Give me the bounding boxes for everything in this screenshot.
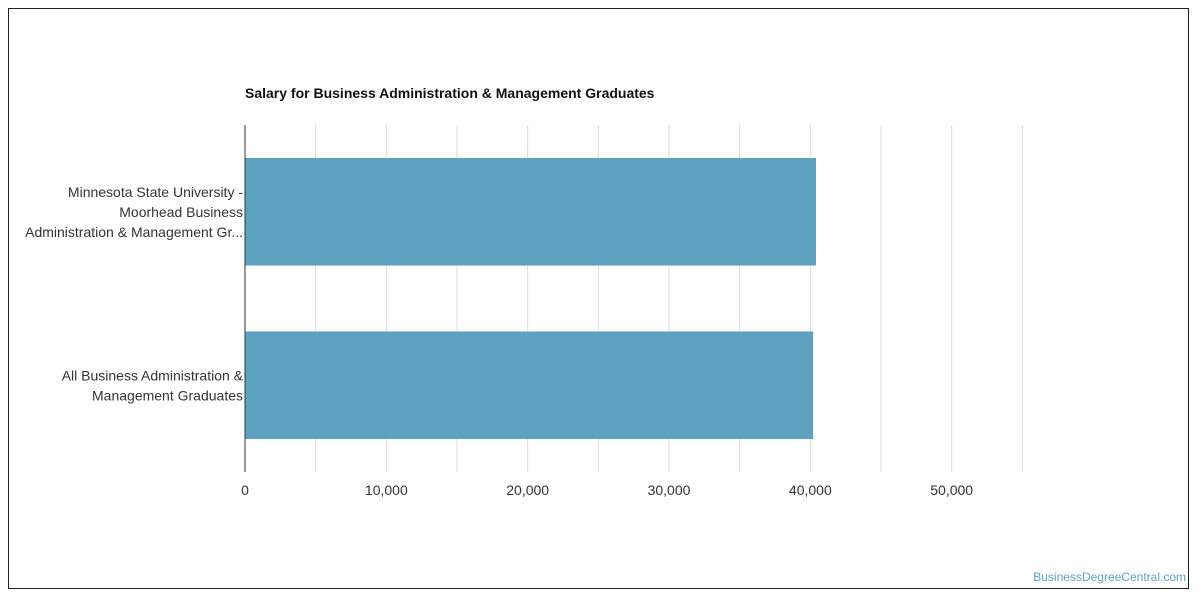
x-tick-label: 50,000 xyxy=(930,482,973,498)
bar xyxy=(245,157,816,266)
category-label-line: All Business Administration & xyxy=(62,367,244,383)
category-label-line: Management Graduates xyxy=(92,387,243,403)
category-label-line: Moorhead Business xyxy=(119,204,243,220)
x-tick-label: 10,000 xyxy=(365,482,408,498)
x-tick-label: 0 xyxy=(241,482,249,498)
x-tick-label: 40,000 xyxy=(789,482,832,498)
category-label: Minnesota State University - Moorhead Bus… xyxy=(25,184,243,240)
category-label: All Business Administration & Management … xyxy=(62,367,244,403)
category-label-line: Administration & Management Gr... xyxy=(25,224,243,240)
watermark: BusinessDegreeCentral.com xyxy=(1033,570,1186,584)
chart-title: Salary for Business Administration & Man… xyxy=(245,85,655,101)
bar xyxy=(245,331,814,440)
x-tick-label: 20,000 xyxy=(506,482,549,498)
x-tick-label: 30,000 xyxy=(648,482,691,498)
category-label-line: Minnesota State University - xyxy=(68,184,243,200)
